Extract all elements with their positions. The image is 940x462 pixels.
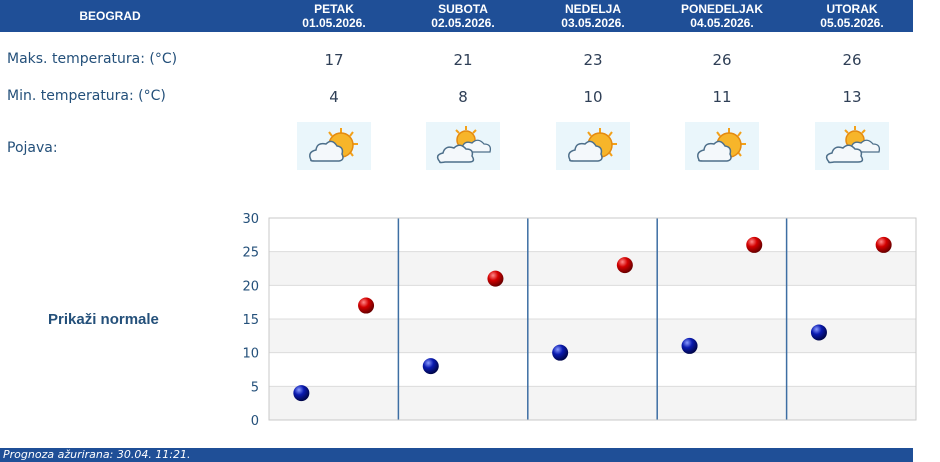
day-header-4: PONEDELJAK 04.05.2026. <box>657 2 787 30</box>
min-temp-day-4: 11 <box>712 88 732 106</box>
min-temp-point <box>681 337 698 354</box>
min-temp-point <box>552 344 569 361</box>
max-temp-label: Maks. temperatura: (°C) <box>7 51 178 67</box>
y-tick-label: 15 <box>242 313 259 328</box>
day-date: 03.05.2026. <box>561 16 625 30</box>
max-temp-day-5: 26 <box>842 51 862 69</box>
data-points <box>293 236 892 402</box>
max-temp-point <box>616 257 633 274</box>
max-temp-day-2: 21 <box>453 51 473 69</box>
max-temp-day-4: 26 <box>712 51 732 69</box>
y-tick-label: 20 <box>242 279 259 294</box>
max-temp-day-3: 23 <box>583 51 603 69</box>
chart-band <box>269 285 916 319</box>
day-date: 05.05.2026. <box>820 16 884 30</box>
chart-band <box>269 352 916 387</box>
min-temp-day-3: 10 <box>583 88 603 106</box>
day-date: 02.05.2026. <box>431 16 495 30</box>
min-temp-day-5: 13 <box>842 88 862 106</box>
day-name: SUBOTA <box>438 2 488 16</box>
show-normals-link[interactable]: Prikaži normale <box>48 311 159 328</box>
day-date: 04.05.2026. <box>690 16 754 30</box>
forecast-header: BEOGRAD PETAK 01.05.2026. SUBOTA 02.05.2… <box>0 0 913 32</box>
chart-band <box>269 319 916 353</box>
sun-behind-clouds-icon <box>815 122 889 170</box>
partly-cloudy-sun-icon <box>685 122 759 170</box>
max-temp-day-1: 17 <box>324 51 344 69</box>
update-footer: Prognoza ažurirana: 30.04. 11:21. <box>0 448 913 462</box>
y-tick-label: 5 <box>251 380 259 395</box>
y-tick-label: 30 <box>242 212 259 227</box>
chart-band <box>269 251 916 286</box>
chart-band <box>269 386 916 420</box>
min-temp-label: Min. temperatura: (°C) <box>7 88 166 104</box>
max-temp-point <box>358 297 375 314</box>
max-temp-point <box>746 236 763 253</box>
partly-cloudy-sun-icon <box>556 122 630 170</box>
day-name: UTORAK <box>826 2 878 16</box>
day-dividers <box>397 218 788 420</box>
sun-behind-clouds-icon <box>426 122 500 170</box>
y-tick-label: 0 <box>251 414 259 429</box>
plot-frame <box>268 217 917 421</box>
city-name: BEOGRAD <box>79 9 141 23</box>
min-temp-day-2: 8 <box>458 88 468 106</box>
day-header-1: PETAK 01.05.2026. <box>269 2 399 30</box>
day-header-5: UTORAK 05.05.2026. <box>787 2 917 30</box>
min-temp-day-1: 4 <box>329 88 339 106</box>
chart-band <box>269 218 916 252</box>
partly-cloudy-sun-icon <box>297 122 371 170</box>
y-tick-label: 25 <box>242 246 259 261</box>
y-tick-label: 10 <box>242 347 259 362</box>
min-temp-point <box>422 358 439 375</box>
max-temp-point <box>875 236 892 253</box>
day-name: PONEDELJAK <box>680 2 763 16</box>
y-axis-ticks: 0 5 10 15 20 25 30 <box>242 212 259 429</box>
day-header-2: SUBOTA 02.05.2026. <box>398 2 528 30</box>
chart-background-bands <box>269 218 916 420</box>
day-date: 01.05.2026. <box>302 16 366 30</box>
day-header-3: NEDELJA 03.05.2026. <box>528 2 658 30</box>
min-temp-point <box>810 324 827 341</box>
min-temp-point <box>293 385 310 402</box>
max-temp-point <box>487 270 504 287</box>
phenomenon-label: Pojava: <box>7 140 58 156</box>
day-name: NEDELJA <box>564 2 621 16</box>
day-name: PETAK <box>314 2 354 16</box>
